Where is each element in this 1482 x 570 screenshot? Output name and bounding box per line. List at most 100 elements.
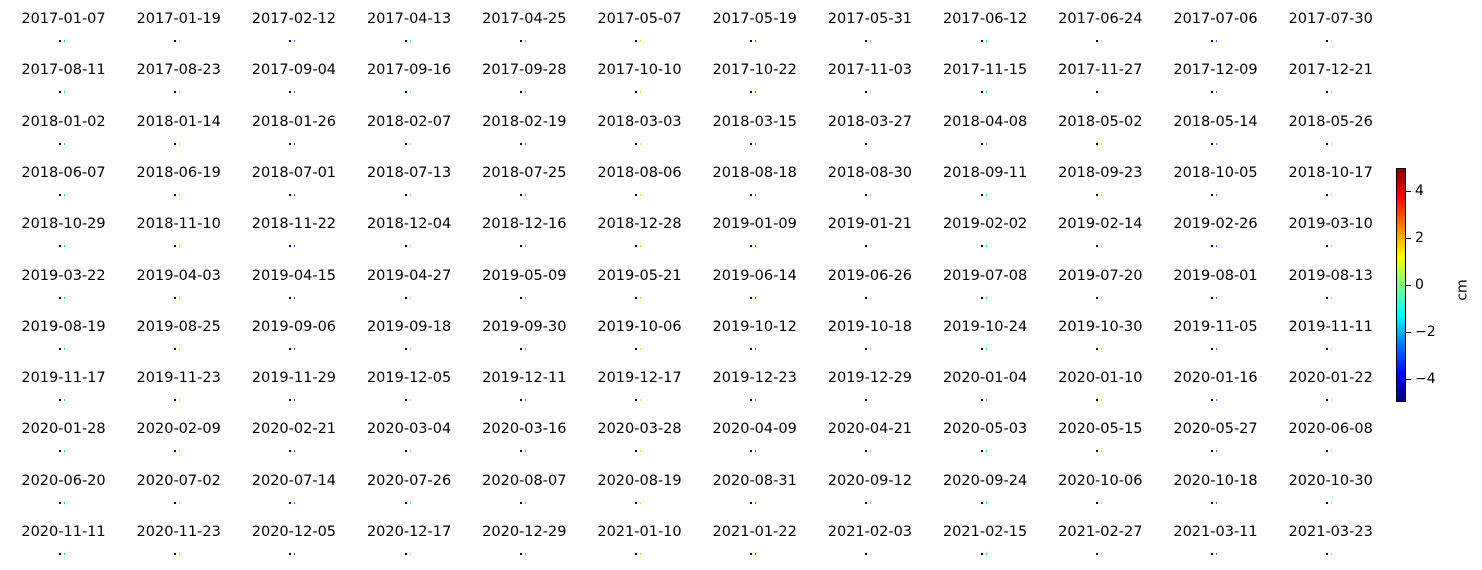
panel-title: 2017-12-09: [1173, 62, 1258, 79]
map-pixel: [1326, 40, 1329, 42]
panel-title: 2020-04-21: [827, 421, 913, 438]
panel-2017-07-06: 2017-07-06: [1158, 0, 1273, 42]
panel-map: [980, 500, 993, 506]
map-pixel: [59, 296, 61, 299]
panel-2017-05-07: 2017-05-07: [582, 0, 697, 42]
panel-map: [174, 192, 186, 198]
panel-2021-03-11: 2021-03-11: [1158, 513, 1273, 555]
map-pixel: [1216, 553, 1217, 555]
panel-title: 2020-12-05: [251, 524, 337, 540]
map-pixel: [750, 347, 753, 350]
map-pixel: [174, 193, 177, 196]
panel-title: 2017-06-24: [1058, 11, 1143, 27]
map-pixel: [750, 245, 753, 248]
map-pixel: [1100, 142, 1102, 145]
panel-2020-01-28: 2020-01-28: [6, 410, 121, 453]
panel-2017-11-27: 2017-11-27: [1043, 51, 1158, 94]
panel-2020-08-07: 2020-08-07: [467, 462, 582, 504]
panel-2019-05-21: 2019-05-21: [582, 257, 697, 299]
map-pixel: [865, 553, 868, 555]
panel-title: 2019-12-23: [712, 370, 797, 387]
panel-title: 2020-08-31: [712, 472, 797, 489]
panel-map: [865, 141, 877, 147]
panel-map: [1326, 141, 1338, 147]
panel-2020-09-24: 2020-09-24: [928, 462, 1043, 504]
panel-2020-11-23: 2020-11-23: [121, 513, 236, 555]
panel-2018-09-23: 2018-09-23: [1043, 154, 1158, 196]
panel-map: [1326, 500, 1338, 506]
panel-2019-12-11: 2019-12-11: [467, 359, 582, 402]
panel-2018-07-25: 2018-07-25: [467, 154, 582, 196]
map-pixel: [635, 296, 637, 299]
map-pixel: [640, 347, 641, 350]
panel-2020-12-17: 2020-12-17: [352, 513, 467, 555]
panel-map: [404, 551, 417, 557]
panel-2020-10-30: 2020-10-30: [1273, 462, 1388, 504]
map-pixel: [59, 399, 61, 402]
map-pixel: [870, 450, 872, 453]
panel-map: [1326, 38, 1338, 44]
panel-2018-01-26: 2018-01-26: [236, 103, 351, 145]
panel-map: [59, 243, 71, 249]
panel-title: 2018-08-06: [597, 164, 682, 181]
panel-title: 2020-11-11: [21, 524, 106, 540]
map-pixel: [404, 450, 407, 453]
panel-map: [980, 448, 993, 454]
panel-2018-11-22: 2018-11-22: [236, 205, 351, 248]
map-pixel: [870, 501, 872, 504]
map-pixel: [1216, 296, 1217, 299]
panel-title: 2020-10-18: [1173, 472, 1258, 489]
map-pixel: [750, 193, 753, 196]
panel-title: 2019-05-21: [597, 267, 682, 284]
panel-2019-04-03: 2019-04-03: [121, 257, 236, 299]
panel-title: 2018-09-11: [942, 164, 1028, 181]
panel-title: 2020-03-28: [597, 421, 682, 438]
panel-title: 2019-09-18: [366, 318, 452, 335]
map-pixel: [980, 347, 983, 350]
map-pixel: [404, 91, 407, 94]
map-pixel: [174, 450, 177, 453]
map-pixel: [1095, 399, 1098, 402]
panel-map: [1211, 397, 1223, 403]
panel-title: 2021-02-15: [942, 524, 1028, 540]
panel-map: [635, 500, 647, 506]
panel-map: [404, 89, 417, 95]
panel-2018-07-01: 2018-07-01: [236, 154, 351, 196]
map-pixel: [404, 347, 407, 350]
panel-2017-07-30: 2017-07-30: [1273, 0, 1388, 42]
map-pixel: [1100, 193, 1102, 196]
panel-title: 2017-10-10: [597, 62, 682, 79]
map-pixel: [1100, 40, 1102, 42]
map-pixel: [409, 399, 411, 402]
panel-2017-10-10: 2017-10-10: [582, 51, 697, 94]
panel-map: [1326, 192, 1338, 198]
panel-title: 2020-05-03: [942, 421, 1028, 438]
panel-2019-03-10: 2019-03-10: [1273, 205, 1388, 248]
panel-map: [289, 500, 301, 506]
panel-map: [865, 500, 877, 506]
map-pixel: [1331, 40, 1333, 42]
panel-map: [1211, 551, 1223, 557]
panel-2018-04-08: 2018-04-08: [928, 103, 1043, 145]
map-pixel: [519, 40, 522, 42]
map-pixel: [980, 142, 983, 145]
panel-2019-06-14: 2019-06-14: [697, 257, 812, 299]
map-pixel: [1331, 501, 1333, 504]
panel-title: 2021-03-23: [1288, 524, 1373, 540]
panel-2019-10-06: 2019-10-06: [582, 308, 697, 350]
panel-2019-08-13: 2019-08-13: [1273, 257, 1388, 299]
panel-2019-11-11: 2019-11-11: [1273, 308, 1388, 350]
panel-title: 2020-03-04: [366, 421, 452, 438]
map-pixel: [179, 40, 181, 42]
panel-title: 2018-05-14: [1173, 113, 1258, 130]
panel-map: [865, 38, 877, 44]
panel-2019-01-21: 2019-01-21: [812, 205, 927, 248]
map-pixel: [59, 553, 61, 555]
panel-title: 2018-10-17: [1288, 164, 1373, 181]
panel-map: [174, 346, 186, 352]
panel-title: 2019-07-08: [942, 267, 1028, 284]
map-pixel: [755, 347, 757, 350]
panel-2018-12-16: 2018-12-16: [467, 205, 582, 248]
panel-title: 2017-10-22: [712, 62, 797, 79]
map-pixel: [980, 193, 983, 196]
